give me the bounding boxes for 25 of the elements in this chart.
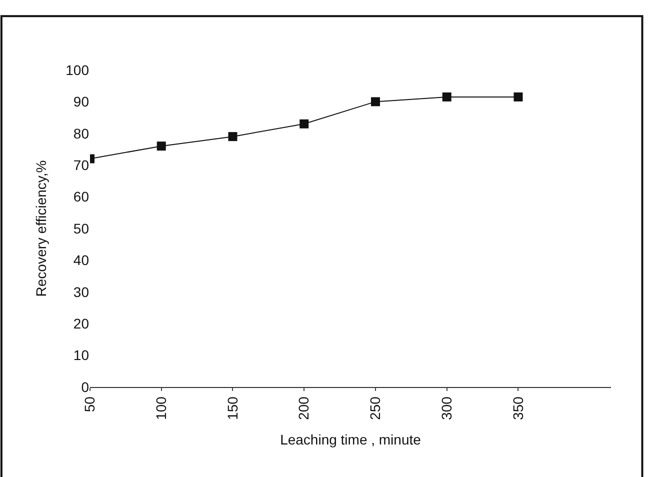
x-tick-label: 200 (296, 396, 312, 420)
x-axis-title: Leaching time , minute (280, 431, 422, 448)
point (442, 92, 452, 102)
y-tick-label: 20 (73, 316, 90, 332)
y-tick-label: 90 (73, 94, 90, 110)
y-tick-label: 80 (73, 125, 90, 142)
y-tick-label: 50 (73, 220, 90, 236)
y-axis-title: Recovery efficiency,% (33, 160, 50, 297)
y-tick-label: 100 (66, 62, 90, 78)
point (370, 97, 380, 106)
point (300, 119, 309, 128)
y-tick-label: 40 (73, 252, 90, 268)
x-tick-label: 100 (152, 396, 169, 420)
x-tick-label: 350 (510, 396, 526, 420)
y-tick-label: 0 (81, 378, 90, 395)
y-tick-label: 30 (73, 284, 90, 300)
x-tick-label: 250 (367, 396, 384, 420)
point (156, 142, 166, 151)
y-tick-label: 60 (73, 188, 90, 205)
x-tick-label: 150 (224, 396, 240, 420)
point (514, 92, 523, 102)
point (228, 132, 238, 142)
x-tick-label: 300 (438, 396, 454, 420)
y-tick-label: 70 (73, 157, 90, 173)
y-tick-label: 10 (73, 347, 90, 364)
